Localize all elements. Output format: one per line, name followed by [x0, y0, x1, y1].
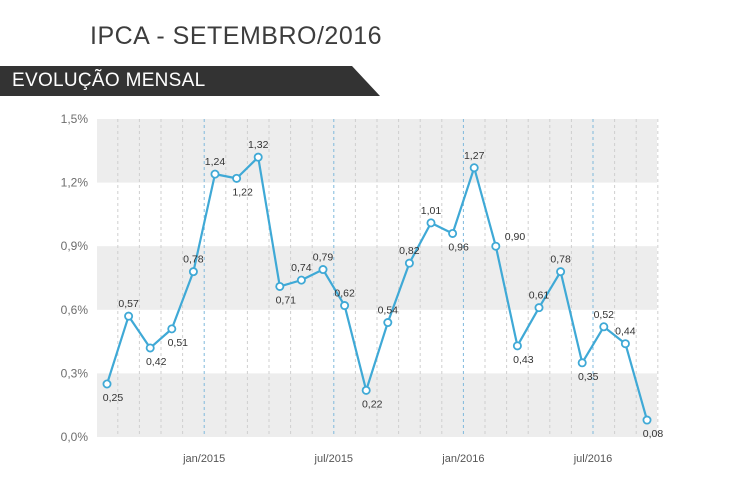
data-label: 1,32 [248, 139, 269, 151]
data-label: 0,52 [594, 309, 615, 321]
data-label: 0,61 [529, 290, 550, 302]
data-point [124, 311, 134, 321]
data-label: 0,08 [643, 428, 664, 440]
data-label: 0,42 [146, 356, 167, 368]
subtitle-banner: EVOLUÇÃO MENSAL [0, 66, 380, 96]
data-point [599, 322, 609, 332]
data-point [275, 281, 285, 291]
chart-title: IPCA - SETEMBRO/2016 [90, 22, 383, 50]
data-label: 0,22 [362, 398, 383, 410]
data-label: 0,78 [183, 254, 204, 266]
data-point [448, 228, 458, 238]
data-point [361, 385, 371, 395]
data-label: 1,01 [421, 205, 442, 217]
data-point [296, 275, 306, 285]
data-label: 0,96 [448, 241, 469, 253]
data-series-line [105, 156, 649, 421]
data-label: 0,78 [550, 254, 571, 266]
data-point [145, 343, 155, 353]
data-point [512, 341, 522, 351]
x-tick-label: jan/2016 [441, 453, 484, 465]
data-point [620, 339, 630, 349]
data-point [556, 267, 566, 277]
data-point [383, 318, 393, 328]
data-label: 0,82 [399, 245, 420, 257]
data-point [253, 152, 263, 162]
data-point [491, 241, 501, 251]
y-tick-label: 0,0% [61, 430, 89, 444]
data-point [167, 324, 177, 334]
data-point [340, 301, 350, 311]
data-point [188, 267, 198, 277]
data-point [469, 163, 479, 173]
data-point [426, 218, 436, 228]
data-label: 0,51 [168, 337, 189, 349]
y-tick-label: 0,6% [61, 303, 89, 317]
chart-subtitle: EVOLUÇÃO MENSAL [12, 70, 206, 91]
x-tick-label: jan/2015 [182, 453, 225, 465]
y-tick-label: 1,5% [61, 112, 89, 126]
data-label: 0,25 [103, 392, 124, 404]
y-tick-label: 1,2% [61, 176, 89, 190]
data-point [534, 303, 544, 313]
data-label: 0,62 [334, 288, 355, 300]
data-point [318, 265, 328, 275]
data-point [102, 379, 112, 389]
data-point [404, 258, 414, 268]
data-label: 0,79 [313, 252, 334, 264]
data-label: 0,74 [291, 262, 312, 274]
data-label: 0,90 [505, 231, 526, 243]
data-label: 0,35 [578, 371, 599, 383]
x-tick-label: jul/2016 [573, 453, 613, 465]
data-point [210, 169, 220, 179]
data-label: 0,44 [615, 326, 636, 338]
y-tick-label: 0,9% [61, 239, 89, 253]
data-label: 1,24 [205, 156, 226, 168]
data-point [577, 358, 587, 368]
data-label: 0,54 [378, 305, 399, 317]
data-label: 1,22 [232, 186, 253, 198]
data-point [232, 173, 242, 183]
x-tick-label: jul/2015 [314, 453, 354, 465]
data-point [642, 415, 652, 425]
data-label: 0,71 [276, 294, 297, 306]
data-label: 1,27 [464, 150, 485, 162]
banner-shape [0, 66, 380, 96]
y-tick-label: 0,3% [61, 366, 89, 380]
data-label: 0,43 [513, 354, 534, 366]
data-label: 0,57 [118, 298, 139, 310]
